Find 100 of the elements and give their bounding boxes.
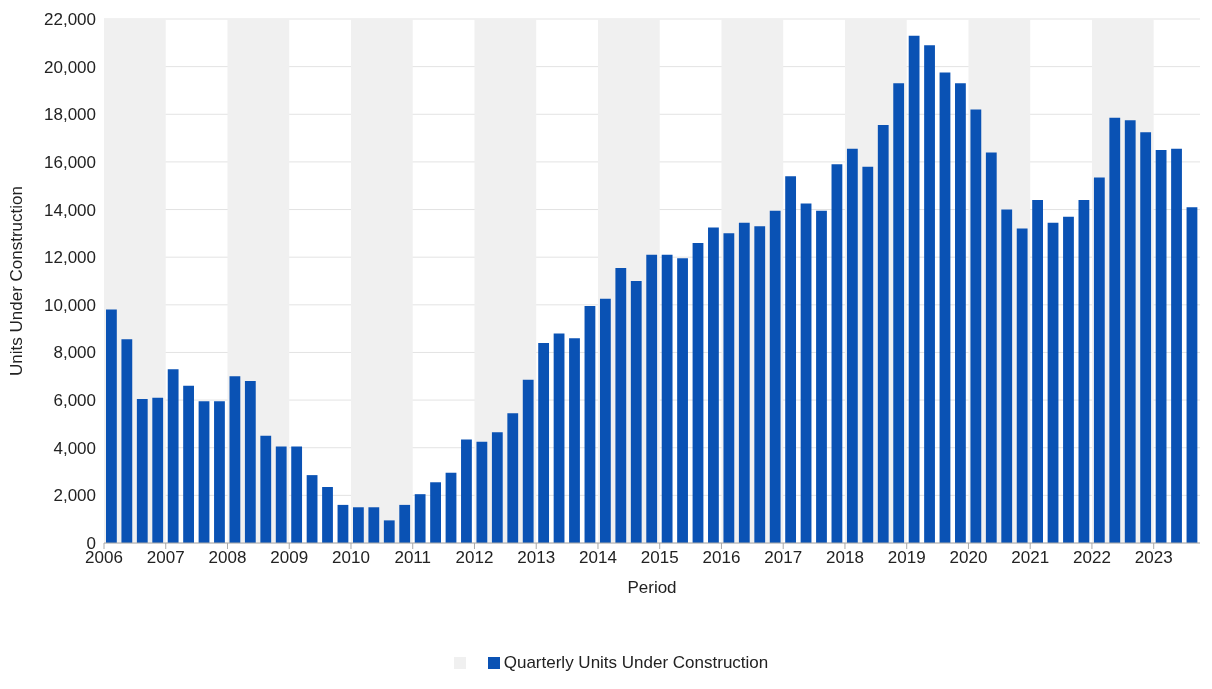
x-tick-label: 2016	[702, 548, 741, 568]
bar	[106, 309, 117, 543]
bar	[399, 504, 411, 543]
bar	[877, 124, 889, 543]
bar	[816, 210, 827, 543]
bar	[599, 298, 611, 543]
bar	[1124, 120, 1136, 543]
legend-label: Quarterly Units Under Construction	[503, 653, 769, 673]
y-tick-label: 20,000	[44, 57, 96, 77]
bar	[738, 222, 750, 543]
bar	[1186, 207, 1198, 543]
bar	[569, 338, 580, 543]
bar	[862, 166, 874, 543]
bar	[1109, 117, 1121, 543]
bar	[646, 254, 658, 543]
bar	[476, 441, 488, 543]
x-tick-label: 2020	[949, 548, 988, 568]
bar	[939, 72, 951, 543]
x-tick-label: 2012	[455, 548, 494, 568]
bar	[322, 487, 333, 543]
x-tick-label: 2014	[579, 548, 617, 568]
y-tick-label: 2,000	[53, 486, 96, 506]
bar	[352, 507, 364, 543]
x-tick-label: 2007	[146, 548, 185, 568]
bar	[198, 401, 210, 543]
bar	[769, 210, 781, 543]
bar	[1047, 222, 1059, 543]
bar	[754, 226, 766, 543]
bar	[167, 369, 179, 543]
x-tick-label: 2017	[764, 548, 803, 568]
bar	[368, 507, 380, 543]
y-tick-label: 12,000	[44, 248, 96, 268]
bar	[383, 520, 395, 543]
bar	[846, 148, 858, 543]
bar	[661, 254, 673, 543]
bar	[1032, 200, 1043, 543]
x-tick-label: 2013	[517, 548, 556, 568]
bar	[692, 242, 704, 543]
y-tick-label: 16,000	[44, 152, 96, 172]
bar	[584, 306, 596, 543]
bar	[723, 233, 735, 543]
bar	[924, 45, 935, 543]
bar	[985, 152, 997, 543]
x-tick-label: 2023	[1134, 548, 1173, 568]
bar	[785, 176, 797, 543]
bar	[152, 397, 164, 543]
x-tick-label: 2018	[826, 548, 864, 568]
y-axis-title: Units Under Construction	[7, 186, 27, 376]
x-tick-label: 2011	[394, 548, 432, 568]
x-tick-label: 2021	[1011, 548, 1050, 568]
bar	[708, 227, 719, 543]
bar	[337, 504, 349, 543]
bar	[260, 435, 272, 543]
y-tick-label: 6,000	[53, 391, 96, 411]
bar	[893, 83, 905, 543]
bar	[121, 339, 133, 543]
bar	[522, 379, 534, 543]
bar	[1140, 132, 1152, 543]
x-tick-label: 2010	[332, 548, 370, 568]
bar	[970, 109, 982, 543]
x-tick-label: 2009	[270, 548, 309, 568]
bar	[955, 83, 966, 543]
y-tick-label: 10,000	[44, 295, 96, 315]
bar	[275, 446, 287, 543]
bar	[553, 333, 565, 543]
y-tick-label: 18,000	[44, 105, 96, 125]
bar	[306, 475, 318, 543]
bar	[461, 439, 472, 543]
y-tick-label: 4,000	[53, 438, 96, 458]
bar	[538, 342, 550, 543]
bar	[800, 203, 812, 543]
bar	[1078, 200, 1090, 543]
bar	[414, 494, 426, 543]
bar	[291, 446, 303, 543]
bar	[1001, 209, 1013, 543]
y-tick-label: 8,000	[53, 343, 96, 363]
y-tick-label: 22,000	[44, 10, 96, 30]
bar	[1016, 228, 1028, 543]
x-tick-label: 2022	[1073, 548, 1111, 568]
bar	[214, 401, 225, 543]
x-tick-label: 2015	[640, 548, 679, 568]
bar	[229, 376, 241, 543]
bar	[831, 164, 843, 543]
bar	[183, 385, 194, 543]
x-tick-label: 2019	[887, 548, 926, 568]
bar	[908, 35, 920, 543]
bar	[1171, 148, 1182, 543]
bar	[244, 381, 256, 543]
bar	[445, 472, 457, 543]
bar	[491, 432, 503, 543]
bar	[507, 413, 519, 543]
x-tick-label: 2008	[208, 548, 247, 568]
bar	[615, 267, 627, 543]
bar	[136, 398, 148, 543]
bar	[1063, 216, 1074, 543]
bar	[630, 281, 642, 543]
bar	[430, 482, 441, 543]
y-tick-label: 14,000	[44, 200, 96, 220]
bar	[677, 258, 688, 543]
bar	[1093, 177, 1105, 543]
